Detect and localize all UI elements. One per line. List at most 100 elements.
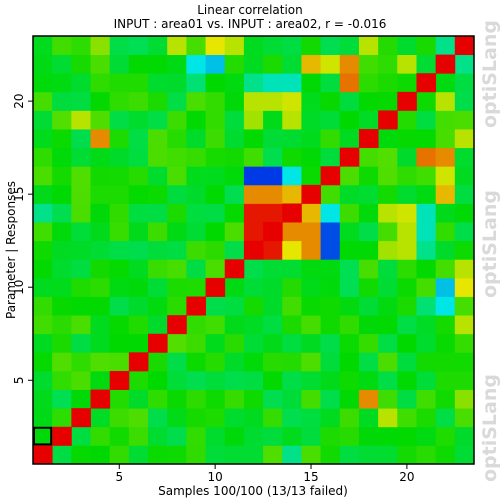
heatmap-cell[interactable] — [224, 333, 245, 353]
heatmap-cell[interactable] — [397, 315, 417, 335]
heatmap-cell[interactable] — [90, 54, 111, 74]
heatmap-cell[interactable] — [243, 370, 264, 390]
heatmap-cell[interactable] — [301, 166, 321, 186]
heatmap-cell[interactable] — [435, 296, 456, 316]
heatmap-cell[interactable] — [358, 445, 379, 465]
diagonal-cell[interactable] — [148, 333, 168, 353]
heatmap-cell[interactable] — [263, 129, 283, 149]
heatmap-cell[interactable] — [33, 36, 53, 56]
heatmap-cell[interactable] — [243, 222, 264, 242]
heatmap-cell[interactable] — [416, 203, 437, 223]
heatmap-cell[interactable] — [378, 445, 398, 465]
heatmap-cell[interactable] — [224, 352, 245, 372]
heatmap-cell[interactable] — [339, 73, 360, 93]
heatmap-cell[interactable] — [148, 129, 168, 149]
heatmap-cell[interactable] — [186, 426, 206, 446]
heatmap-cell[interactable] — [320, 277, 341, 297]
heatmap-cell[interactable] — [263, 110, 283, 130]
diagonal-cell[interactable] — [90, 389, 111, 409]
heatmap-cell[interactable] — [358, 315, 379, 335]
heatmap-cell[interactable] — [243, 259, 264, 279]
heatmap-cell[interactable] — [339, 296, 360, 316]
heatmap-cell[interactable] — [282, 73, 302, 93]
heatmap-cell[interactable] — [224, 73, 245, 93]
heatmap-cell[interactable] — [263, 277, 283, 297]
heatmap-cell[interactable] — [167, 352, 187, 372]
heatmap-cell[interactable] — [148, 408, 168, 428]
heatmap-cell[interactable] — [167, 203, 187, 223]
heatmap-cell[interactable] — [33, 315, 53, 335]
heatmap-cell[interactable] — [52, 73, 72, 93]
heatmap-cell[interactable] — [435, 259, 456, 279]
heatmap-cell[interactable] — [128, 166, 149, 186]
heatmap-cell[interactable] — [33, 408, 53, 428]
heatmap-cell[interactable] — [52, 277, 72, 297]
heatmap-cell[interactable] — [33, 240, 53, 260]
heatmap-cell[interactable] — [186, 166, 206, 186]
heatmap-cell[interactable] — [320, 222, 341, 242]
diagonal-cell[interactable] — [320, 166, 341, 186]
heatmap-cell[interactable] — [205, 73, 226, 93]
heatmap-cell[interactable] — [33, 129, 53, 149]
heatmap-cell[interactable] — [301, 203, 321, 223]
heatmap-cell[interactable] — [167, 426, 187, 446]
heatmap-cell[interactable] — [224, 426, 245, 446]
heatmap-cell[interactable] — [109, 240, 130, 260]
heatmap-cell[interactable] — [301, 54, 321, 74]
heatmap-cell[interactable] — [186, 147, 206, 167]
heatmap-cell[interactable] — [128, 333, 149, 353]
diagonal-cell[interactable] — [435, 54, 456, 74]
heatmap-cell[interactable] — [109, 147, 130, 167]
heatmap-cell[interactable] — [358, 352, 379, 372]
heatmap-cell[interactable] — [148, 184, 168, 204]
heatmap-cell[interactable] — [167, 389, 187, 409]
heatmap-cell[interactable] — [263, 389, 283, 409]
heatmap-cell[interactable] — [243, 184, 264, 204]
heatmap-cell[interactable] — [224, 147, 245, 167]
heatmap-cell[interactable] — [224, 389, 245, 409]
heatmap-cell[interactable] — [301, 389, 321, 409]
heatmap-cell[interactable] — [416, 54, 437, 74]
heatmap-cell[interactable] — [71, 184, 91, 204]
heatmap-cell[interactable] — [128, 184, 149, 204]
diagonal-cell[interactable] — [301, 184, 321, 204]
heatmap-cell[interactable] — [205, 296, 226, 316]
heatmap-cell[interactable] — [243, 73, 264, 93]
heatmap-cell[interactable] — [263, 203, 283, 223]
heatmap-cell[interactable] — [416, 296, 437, 316]
heatmap-cell[interactable] — [320, 445, 341, 465]
heatmap-cell[interactable] — [167, 73, 187, 93]
heatmap-cell[interactable] — [378, 389, 398, 409]
heatmap-cell[interactable] — [320, 73, 341, 93]
heatmap-cell[interactable] — [378, 222, 398, 242]
heatmap-cell[interactable] — [263, 54, 283, 74]
heatmap-cell[interactable] — [397, 222, 417, 242]
heatmap-cell[interactable] — [378, 370, 398, 390]
heatmap-cell[interactable] — [71, 166, 91, 186]
heatmap-cell[interactable] — [435, 73, 456, 93]
heatmap-cell[interactable] — [358, 333, 379, 353]
heatmap-cell[interactable] — [435, 408, 456, 428]
heatmap-cell[interactable] — [243, 352, 264, 372]
heatmap-cell[interactable] — [90, 315, 111, 335]
heatmap-cell[interactable] — [205, 259, 226, 279]
heatmap-cell[interactable] — [301, 333, 321, 353]
heatmap-cell[interactable] — [33, 389, 53, 409]
heatmap-cell[interactable] — [397, 147, 417, 167]
heatmap-cell[interactable] — [205, 315, 226, 335]
heatmap-cell[interactable] — [224, 222, 245, 242]
heatmap-cell[interactable] — [263, 315, 283, 335]
heatmap-cell[interactable] — [339, 184, 360, 204]
heatmap-cell[interactable] — [301, 277, 321, 297]
heatmap-cell[interactable] — [435, 352, 456, 372]
heatmap-cell[interactable] — [148, 91, 168, 111]
heatmap-cell[interactable] — [435, 426, 456, 446]
heatmap-cell[interactable] — [263, 91, 283, 111]
heatmap-cell[interactable] — [416, 370, 437, 390]
heatmap-cell[interactable] — [378, 408, 398, 428]
heatmap-cell[interactable] — [435, 36, 456, 56]
heatmap-cell[interactable] — [282, 91, 302, 111]
heatmap-cell[interactable] — [397, 408, 417, 428]
heatmap-cell[interactable] — [33, 259, 53, 279]
heatmap-cell[interactable] — [71, 240, 91, 260]
